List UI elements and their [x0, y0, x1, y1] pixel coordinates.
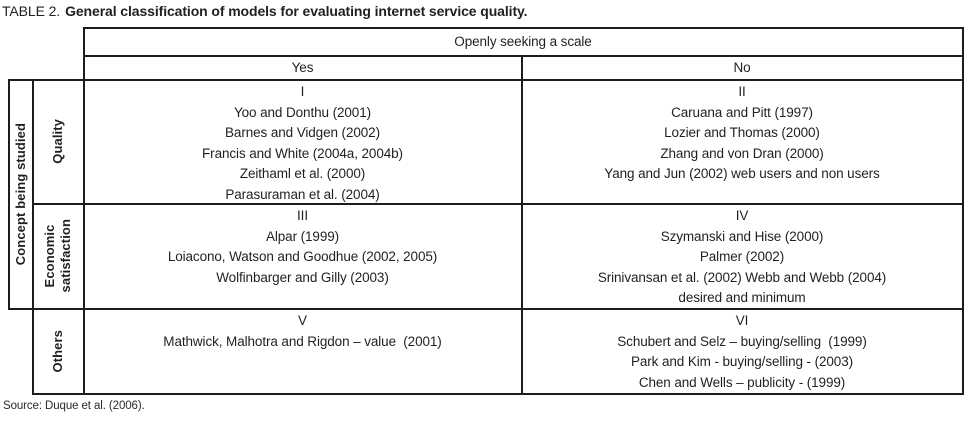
rule-row2-bottom	[8, 308, 964, 310]
entry-line: desired and minimum	[678, 290, 806, 305]
rule-yes-left	[83, 27, 85, 395]
entry-line: Parasuraman et al. (2004)	[225, 186, 380, 202]
rule-body-top	[8, 79, 964, 81]
entry-line: Loiacono, Watson and Goodhue (2002, 2005…	[167, 249, 438, 264]
citation-list: Caruana and Pitt (1997) Lozier and Thomas…	[522, 103, 962, 185]
entry-line: Alpar (1999)	[265, 228, 340, 244]
entry-line: Mathwick, Malhotra and Rigdon – value (2…	[163, 333, 442, 349]
row-label-quality-cell: Quality	[33, 80, 83, 203]
citation-list: Mathwick, Malhotra and Rigdon – value (2…	[84, 332, 521, 353]
citation-list: Yoo and Donthu (2001) Barnes and Vidgen (…	[84, 103, 521, 206]
quadrant-numeral: II	[738, 84, 746, 99]
entry-line: Schubert and Selz – buying/selling (1999…	[617, 333, 867, 349]
rule-header-mid	[83, 55, 963, 57]
source-note: Source: Duque et al. (2006).	[3, 400, 145, 412]
entry-line: Others	[50, 329, 65, 373]
citation-list: Szymanski and Hise (2000) Palmer (2002) Sr…	[522, 227, 962, 309]
table-caption: TABLE 2. General classification of models…	[2, 3, 528, 19]
rule-header-top	[83, 27, 963, 29]
rule-table-bottom	[32, 393, 964, 395]
entry-line: Lozier and Thomas (2000)	[664, 125, 820, 140]
cell-quality-no: II Caruana and Pitt (1997) Lozier and Tho…	[522, 80, 962, 203]
entry-line: satisfaction	[58, 219, 73, 293]
cell-others-no: VI Schubert and Selz – buying/selling (1…	[522, 309, 962, 393]
cell-quality-yes: I Yoo and Donthu (2001) Barnes and Vidgen…	[84, 80, 521, 203]
table-caption-title: General classification of models for eva…	[65, 3, 528, 19]
col-header-no: No	[733, 60, 751, 75]
entry-line: Economic	[42, 224, 57, 288]
entry-line: Wolfinbarger and Gilly (2003)	[216, 269, 389, 285]
entry-line: Park and Kim - buying/selling - (2003)	[630, 354, 854, 369]
row-label-others-cell: Others	[33, 309, 83, 393]
entry-line: Barnes and Vidgen (2002)	[225, 125, 380, 140]
entry-line: Palmer (2002)	[699, 249, 785, 264]
quadrant-numeral: IV	[735, 208, 749, 223]
citation-list: Schubert and Selz – buying/selling (1999…	[522, 332, 962, 394]
rule-yes-no-divider	[521, 55, 523, 395]
cell-economic-no: IV Szymanski and Hise (2000) Palmer (2002…	[522, 204, 962, 308]
cell-economic-yes: III Alpar (1999) Loiacono, Watson and Goo…	[84, 204, 521, 308]
row-label-economic-satisfaction: Economic satisfaction	[42, 219, 74, 292]
quadrant-numeral: VI	[735, 313, 749, 328]
cell-others-yes: V Mathwick, Malhotra and Rigdon – value …	[84, 309, 521, 393]
table-caption-number: TABLE 2.	[2, 3, 61, 19]
entry-line: Srinivansan et al. (2002) Webb and Webb …	[597, 269, 887, 285]
rule-row1-bottom	[32, 203, 964, 205]
row-axis-label: Concept being studied	[12, 122, 28, 266]
entry-line: Yoo and Donthu (2001)	[233, 104, 371, 120]
row-axis-cell: Concept being studied	[9, 80, 32, 308]
row-label-economic-satisfaction-cell: Economic satisfaction	[33, 204, 83, 308]
entry-line: Szymanski and Hise (2000)	[660, 228, 824, 244]
entry-line: Yang and Jun (2002) web users and non us…	[604, 166, 880, 181]
entry-line: Zeithaml et al. (2000)	[239, 166, 366, 181]
row-label-quality: Quality	[50, 119, 66, 164]
row-label-others: Others	[50, 330, 66, 373]
rule-axis-left	[8, 79, 10, 309]
col-header-yes: Yes	[291, 60, 314, 75]
entry-line: Francis and White (2004a, 2004b)	[202, 145, 403, 161]
quadrant-numeral: III	[297, 208, 308, 223]
entry-line: Quality	[50, 119, 65, 164]
rule-table-right	[962, 27, 964, 395]
entry-line: Zhang and von Dran (2000)	[660, 145, 824, 161]
citation-list: Alpar (1999) Loiacono, Watson and Goodhue…	[84, 227, 521, 289]
quadrant-numeral: I	[300, 84, 305, 99]
col-header-span: Openly seeking a scale	[454, 34, 592, 49]
rule-axis-right	[32, 79, 34, 394]
entry-line: Chen and Wells – publicity - (1999)	[638, 374, 846, 390]
quadrant-numeral: V	[298, 313, 307, 328]
entry-line: Caruana and Pitt (1997)	[671, 104, 813, 120]
